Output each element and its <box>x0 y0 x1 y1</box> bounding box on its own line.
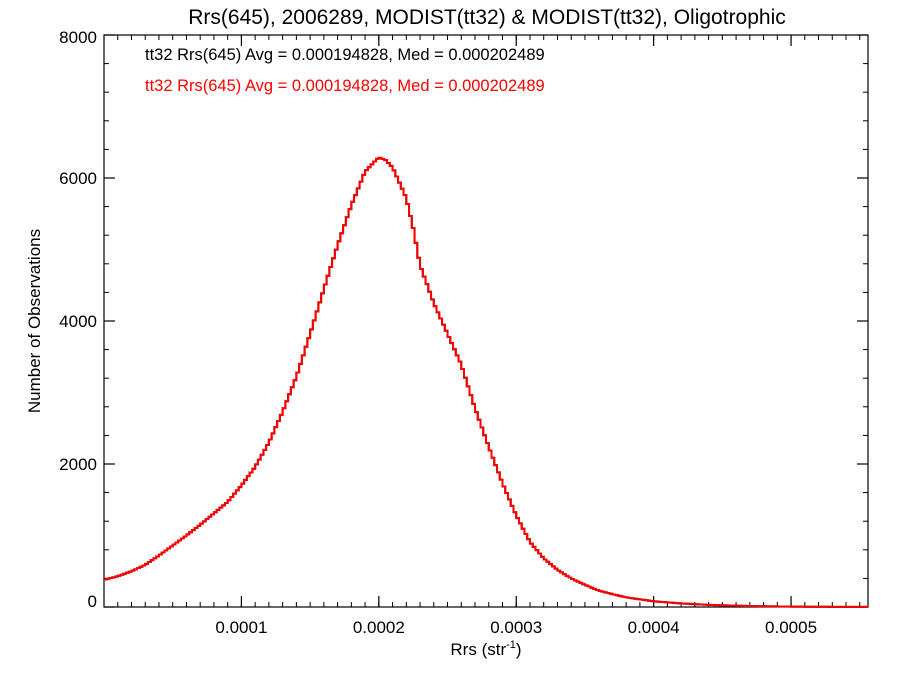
x-tick-label: 0.0002 <box>353 618 405 637</box>
annotation-black: tt32 Rrs(645) Avg = 0.000194828, Med = 0… <box>145 46 545 64</box>
plot-frame <box>103 34 869 608</box>
x-axis-label: Rrs (str-1) <box>450 639 521 659</box>
x-axis-label-main: Rrs (str <box>450 640 506 659</box>
histogram-series-1 <box>104 156 868 608</box>
chart-title: Rrs(645), 2006289, MODIST(tt32) & MODIST… <box>188 6 786 29</box>
y-tick-label: 2000 <box>59 455 97 474</box>
x-tick-label: 0.0003 <box>490 618 542 637</box>
x-tick-label: 0.0004 <box>628 618 680 637</box>
histogram-series-0 <box>104 156 868 608</box>
y-tick-labels: 0 2000 4000 6000 8000 <box>59 28 97 611</box>
y-tick-label: 8000 <box>59 28 97 47</box>
major-ticks <box>104 34 868 608</box>
x-axis-label-close: ) <box>516 640 522 659</box>
series-group <box>104 156 868 608</box>
x-tick-labels: 0.0001 0.0002 0.0003 0.0004 0.0005 <box>215 618 817 637</box>
x-axis-label-superscript: -1 <box>506 639 516 651</box>
y-tick-label: 0 <box>88 592 97 611</box>
y-tick-label: 4000 <box>59 312 97 331</box>
y-tick-label: 6000 <box>59 169 97 188</box>
annotation-red: tt32 Rrs(645) Avg = 0.000194828, Med = 0… <box>145 77 545 95</box>
y-axis-label: Number of Observations <box>25 229 44 413</box>
minor-ticks <box>104 35 868 607</box>
x-tick-label: 0.0001 <box>215 618 267 637</box>
x-tick-label: 0.0005 <box>765 618 817 637</box>
